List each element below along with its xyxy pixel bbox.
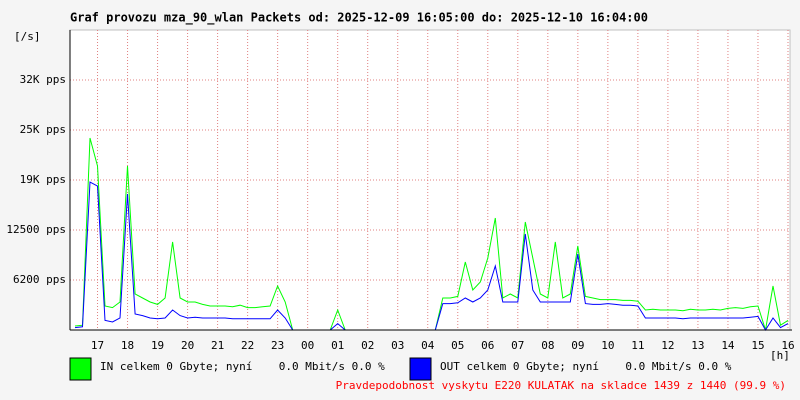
x-tick-label: 03 — [391, 339, 404, 352]
y-tick-label: 12500 pps — [6, 223, 66, 236]
x-tick-label: 19 — [151, 339, 164, 352]
y-tick-label: 25K pps — [20, 123, 66, 136]
y-tick-label: 6200 pps — [13, 273, 66, 286]
x-tick-label: 18 — [121, 339, 134, 352]
x-tick-label: 10 — [601, 339, 614, 352]
x-tick-label: 01 — [331, 339, 344, 352]
x-tick-label: 15 — [751, 339, 764, 352]
x-tick-label: 20 — [181, 339, 194, 352]
legend-label: OUT celkem 0 Gbyte; nyní 0.0 Mbit/s 0.0 … — [440, 360, 732, 373]
x-tick-label: 05 — [451, 339, 464, 352]
legend-swatch — [69, 357, 92, 381]
y-axis-label: [/s] — [14, 30, 41, 43]
x-tick-label: 14 — [721, 339, 735, 352]
x-axis-label: [h] — [770, 349, 790, 362]
x-tick-label: 00 — [301, 339, 314, 352]
x-tick-label: 16 — [781, 339, 794, 352]
x-tick-label: 02 — [361, 339, 374, 352]
legend-label: IN celkem 0 Gbyte; nyní 0.0 Mbit/s 0.0 % — [100, 360, 385, 373]
y-tick-label: 19K pps — [20, 173, 66, 186]
x-tick-label: 23 — [271, 339, 284, 352]
chart-title: Graf provozu mza_90_wlan Packets od: 202… — [70, 11, 648, 26]
x-tick-label: 12 — [661, 339, 674, 352]
x-tick-label: 09 — [571, 339, 584, 352]
x-tick-label: 21 — [211, 339, 224, 352]
x-tick-label: 04 — [421, 339, 435, 352]
footer: Pravdepodobnost vyskytu E220 KULATAK na … — [336, 379, 786, 392]
x-tick-label: 06 — [481, 339, 494, 352]
x-tick-label: 17 — [91, 339, 104, 352]
x-tick-label: 11 — [631, 339, 644, 352]
x-tick-label: 07 — [511, 339, 524, 352]
x-tick-label: 22 — [241, 339, 254, 352]
y-tick-label: 32K pps — [20, 73, 66, 86]
x-tick-label: 08 — [541, 339, 554, 352]
x-tick-label: 13 — [691, 339, 704, 352]
legend-swatch — [409, 357, 432, 381]
